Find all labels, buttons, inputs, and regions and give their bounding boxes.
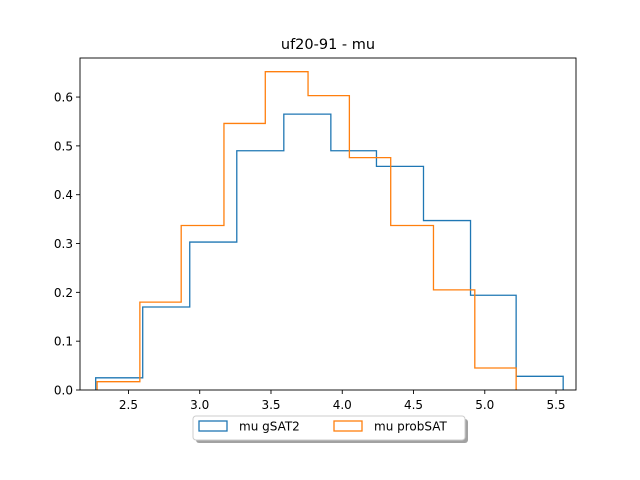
plot-frame bbox=[79, 57, 577, 391]
series-outline bbox=[96, 71, 517, 390]
series-outline bbox=[95, 113, 564, 390]
histogram-bin bbox=[181, 225, 224, 390]
x-axis: 2.5 3.0 3.5 4.0 4.5 5.0 5.5 bbox=[119, 390, 566, 412]
x-tick-label: 4.0 bbox=[333, 398, 352, 412]
y-tick-label: 0.1 bbox=[54, 335, 73, 349]
y-tick-label: 0.0 bbox=[54, 384, 73, 398]
chart-title: uf20-91 - mu bbox=[281, 37, 375, 53]
legend-item: mu probSAT bbox=[333, 420, 447, 434]
histogram-bin bbox=[516, 376, 563, 390]
legend-swatch bbox=[333, 420, 363, 432]
histogram-bin bbox=[265, 72, 308, 390]
series-1 bbox=[95, 113, 564, 390]
y-tick-label: 0.2 bbox=[54, 286, 73, 300]
legend: mu gSAT2 mu probSAT bbox=[192, 415, 468, 443]
x-tick-label: 2.5 bbox=[119, 398, 138, 412]
histogram-bin bbox=[224, 123, 265, 390]
x-tick-label: 5.5 bbox=[546, 398, 565, 412]
y-tick-label: 0.5 bbox=[54, 139, 73, 153]
histogram-bin bbox=[349, 158, 390, 390]
y-tick-label: 0.6 bbox=[54, 91, 73, 105]
histogram-bin bbox=[433, 290, 474, 390]
y-tick-label: 0.4 bbox=[54, 188, 73, 202]
histogram-bin bbox=[140, 302, 181, 390]
y-axis: 0.0 0.1 0.2 0.3 0.4 0.5 0.6 bbox=[54, 91, 80, 398]
histogram-bin bbox=[97, 382, 140, 390]
legend-swatch bbox=[198, 420, 228, 432]
y-tick-label: 0.3 bbox=[54, 237, 73, 251]
x-tick-label: 3.0 bbox=[190, 398, 209, 412]
legend-label: mu probSAT bbox=[374, 420, 447, 434]
histogram-steps bbox=[95, 71, 564, 390]
x-tick-label: 4.5 bbox=[404, 398, 423, 412]
legend-item: mu gSAT2 bbox=[198, 420, 300, 434]
histogram-bin bbox=[391, 225, 434, 390]
legend-box bbox=[192, 415, 466, 441]
histogram-bin bbox=[475, 368, 516, 390]
x-tick-label: 5.0 bbox=[475, 398, 494, 412]
series-2 bbox=[96, 71, 517, 390]
legend-label: mu gSAT2 bbox=[239, 420, 300, 434]
histogram-bin bbox=[308, 96, 349, 390]
x-tick-label: 3.5 bbox=[261, 398, 280, 412]
